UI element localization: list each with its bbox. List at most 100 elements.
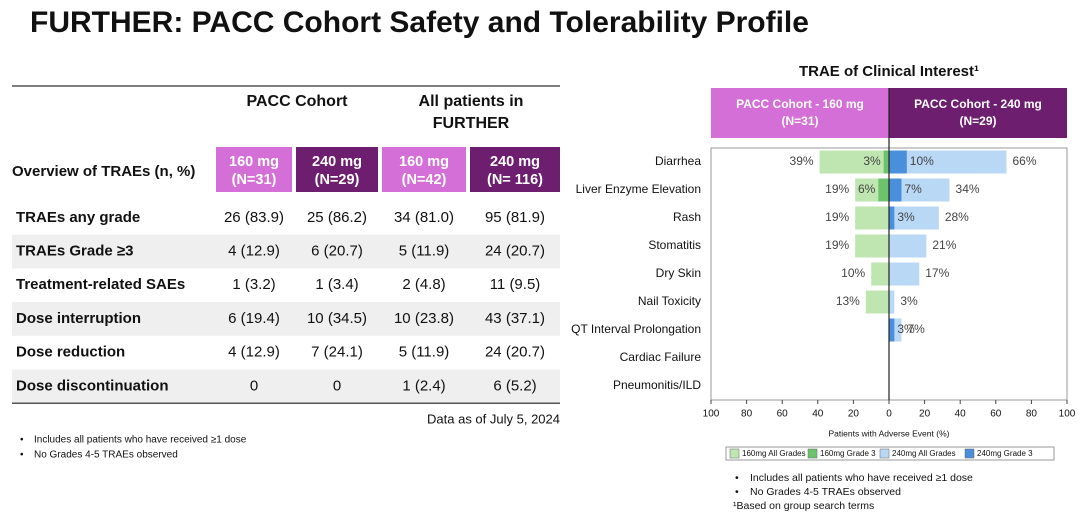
data-label: 19% [825,210,849,224]
legend-label: 240mg Grade 3 [977,449,1033,458]
data-label: 28% [945,210,969,224]
bar [889,178,950,202]
data-label: 3% [863,154,881,168]
column-header-cell [470,147,560,192]
data-label: 13% [836,294,860,308]
x-tick-label: 40 [812,409,824,420]
category-label: Nail Toxicity [638,294,701,308]
bar [855,206,889,230]
category-label: Liver Enzyme Elevation [576,182,701,196]
row-label: Dose reduction [16,344,125,361]
column-header: 160 mg [229,154,279,170]
table-cell: 1 (3.4) [315,276,358,293]
category-label: Pneumonitis/ILD [613,378,701,392]
column-header: (N=29) [315,172,360,188]
row-label: Dose discontinuation [16,377,169,394]
column-header-cell [382,147,466,192]
row-label: Treatment-related SAEs [16,276,185,293]
table-cell: 5 (11.9) [399,344,450,361]
x-tick-label: 60 [777,409,789,420]
bar [889,150,1007,174]
bar [889,206,939,230]
category-label: QT Interval Prolongation [571,322,701,336]
table-cell: 10 (34.5) [307,310,367,327]
footnote: Includes all patients who have received … [34,435,247,446]
table-cell: 26 (83.9) [224,209,284,226]
bullet: • [20,450,24,461]
data-label: 6% [858,182,876,196]
legend-label: 240mg All Grades [892,449,956,458]
table-cell: 34 (81.0) [394,209,454,226]
x-tick-label: 20 [848,409,860,420]
bar [889,150,907,174]
bullet: • [735,472,739,484]
legend-swatch [879,448,890,459]
source-note: ¹Based on group search terms [733,500,874,512]
bar [855,234,889,258]
data-label: 17% [925,266,949,280]
x-tick-label: 60 [990,409,1002,420]
category-label: Stomatitis [648,238,701,252]
data-label: 3% [900,294,918,308]
x-tick-label: 80 [741,409,753,420]
table-cell: 5 (11.9) [399,243,450,260]
table-cell: 6 (19.4) [228,310,280,327]
group-header: FURTHER [433,115,510,132]
column-header: (N=31) [232,172,277,188]
bar [889,178,902,202]
side-header [889,88,1067,138]
side-header [711,88,889,138]
bar [819,150,889,174]
data-label: 10% [910,154,934,168]
category-label: Cardiac Failure [620,350,702,364]
bullet: • [735,486,739,498]
bar [889,206,895,230]
table-cell: 11 (9.5) [490,276,541,293]
column-header: 240 mg [490,154,540,170]
table-cell: 4 (12.9) [228,344,280,361]
data-label: 7% [907,322,925,336]
row-header: Overview of TRAEs (n, %) [12,163,195,180]
bar [889,262,920,286]
bar [889,234,927,258]
legend-frame [725,446,1055,461]
data-label: 39% [790,154,814,168]
table-cell: 7 (24.1) [311,344,363,361]
row-label: Dose interruption [16,310,141,327]
column-header-cell [216,147,292,192]
table-cell: 2 (4.8) [402,276,445,293]
row-label: TRAEs Grade ≥3 [16,243,133,260]
category-label: Dry Skin [656,266,701,280]
x-axis-label: Patients with Adverse Event (%) [829,428,950,438]
bar [878,178,889,202]
legend-swatch [729,448,740,459]
data-label: 19% [825,238,849,252]
data-label: 34% [956,182,980,196]
data-label: 10% [841,266,865,280]
data-label: 3% [897,322,915,336]
table-cell: 24 (20.7) [485,243,545,260]
row-band [12,234,560,269]
column-header: 240 mg [312,154,362,170]
bullet: • [20,435,24,446]
legend-swatch [807,448,818,459]
legend-label: 160mg Grade 3 [820,449,876,458]
footnote: No Grades 4-5 TRAEs observed [750,486,901,498]
x-tick-label: 100 [703,409,720,420]
bar [883,150,889,174]
side-header-label: (N=29) [959,114,996,128]
legend-label: 160mg All Grades [742,449,806,458]
bar [865,290,889,314]
x-tick-label: 80 [1026,409,1038,420]
group-header: PACC Cohort [246,93,348,110]
row-band [12,302,560,336]
table-cell: 6 (5.2) [493,377,536,394]
legend-swatch [964,448,975,459]
column-header: (N=42) [402,172,447,188]
data-label: 66% [1012,154,1036,168]
data-label: 21% [932,238,956,252]
table-cell: 0 [333,377,341,394]
group-header: All patients in [419,93,524,110]
table-cell: 25 (86.2) [307,209,367,226]
x-tick-label: 40 [955,409,967,420]
